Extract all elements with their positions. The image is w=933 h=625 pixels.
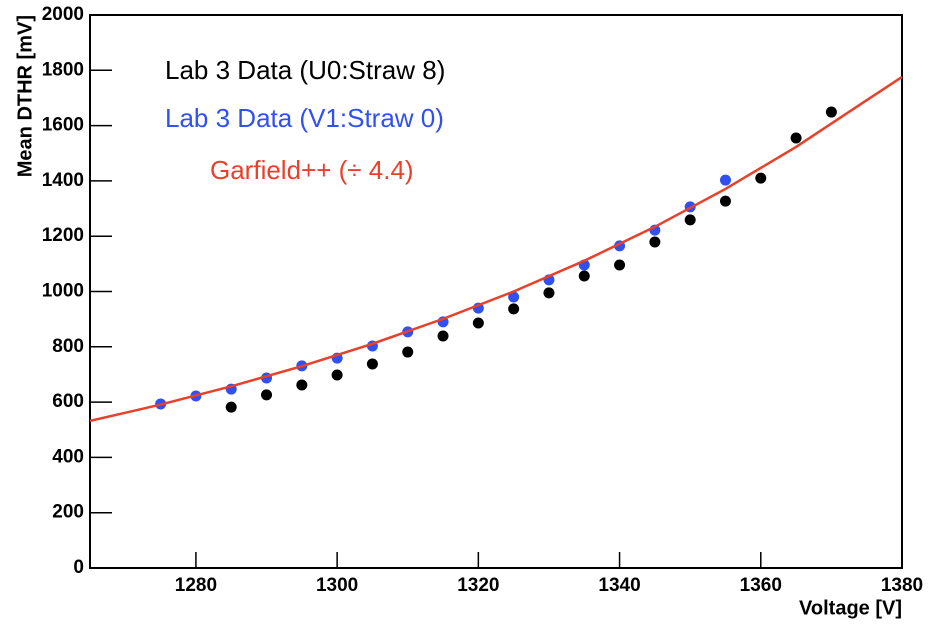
data-point xyxy=(472,317,484,329)
data-point xyxy=(508,291,520,303)
y-tick-label: 200 xyxy=(52,502,84,523)
data-point xyxy=(402,346,414,358)
data-point xyxy=(825,106,837,118)
x-axis-title: Voltage [V] xyxy=(799,597,902,619)
data-point xyxy=(578,270,590,282)
legend-entry: Lab 3 Data (U0:Straw 8) xyxy=(165,55,445,85)
x-tick-label: 1380 xyxy=(881,575,923,596)
data-point xyxy=(225,401,237,413)
data-point xyxy=(719,195,731,207)
data-point xyxy=(543,287,555,299)
y-tick-label: 600 xyxy=(52,391,84,412)
x-tick-label: 1300 xyxy=(316,575,358,596)
data-point xyxy=(614,259,626,271)
y-axis-title: Mean DTHR [mV] xyxy=(14,15,36,177)
plot-frame xyxy=(89,14,903,569)
y-tick-label: 800 xyxy=(52,336,84,357)
data-point xyxy=(366,358,378,370)
y-tick-label: 1200 xyxy=(42,225,84,246)
y-tick-label: 1600 xyxy=(42,115,84,136)
data-point xyxy=(296,379,308,391)
data-point xyxy=(437,330,449,342)
data-point xyxy=(684,214,696,226)
y-tick-label: 2000 xyxy=(42,4,84,25)
legend-entry: Lab 3 Data (V1:Straw 0) xyxy=(165,103,444,133)
y-tick-label: 1400 xyxy=(42,170,84,191)
x-tick-label: 1280 xyxy=(175,575,217,596)
y-tick-label: 400 xyxy=(52,446,84,467)
data-point xyxy=(790,132,802,144)
data-point xyxy=(649,236,661,248)
legend-entry: Garfield++ (÷ 4.4) xyxy=(210,155,414,185)
y-tick-label: 0 xyxy=(73,557,84,578)
y-tick-label: 1800 xyxy=(42,59,84,80)
data-point xyxy=(755,172,767,184)
data-point xyxy=(331,369,343,381)
y-tick-label: 1000 xyxy=(42,281,84,302)
data-point xyxy=(261,389,273,401)
fit-curve xyxy=(89,75,903,423)
x-tick-label: 1360 xyxy=(740,575,782,596)
x-tick-label: 1320 xyxy=(457,575,499,596)
x-tick-label: 1340 xyxy=(598,575,640,596)
data-point xyxy=(508,303,520,315)
data-point xyxy=(719,174,731,186)
